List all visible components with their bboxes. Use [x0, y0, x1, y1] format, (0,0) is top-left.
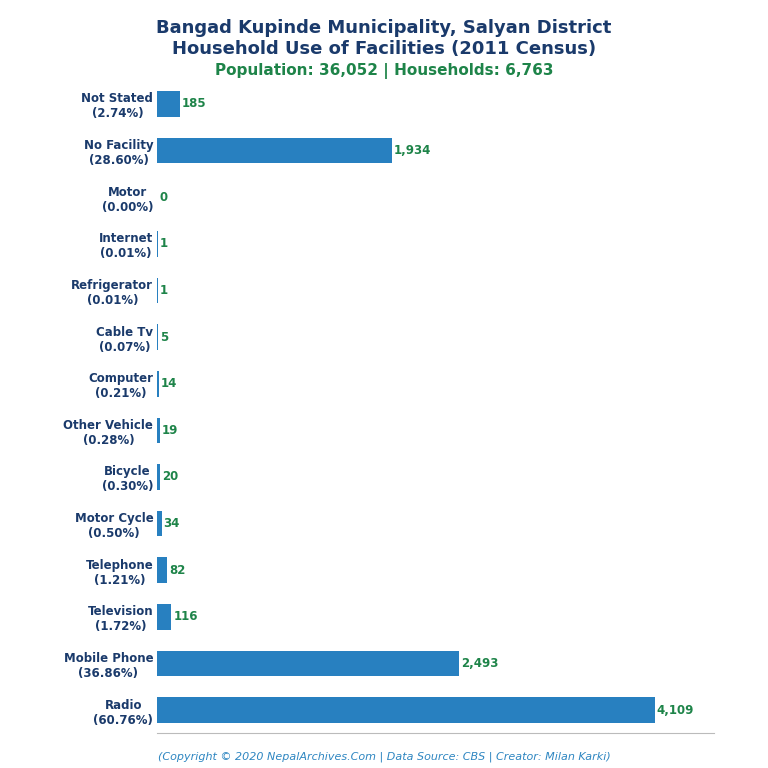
- Text: Bangad Kupinde Municipality, Salyan District: Bangad Kupinde Municipality, Salyan Dist…: [157, 19, 611, 37]
- Text: 14: 14: [161, 377, 177, 390]
- Text: 19: 19: [161, 424, 178, 437]
- Text: (Copyright © 2020 NepalArchives.Com | Data Source: CBS | Creator: Milan Karki): (Copyright © 2020 NepalArchives.Com | Da…: [157, 751, 611, 762]
- Bar: [157, 464, 160, 490]
- Bar: [157, 558, 167, 583]
- Text: 34: 34: [164, 517, 180, 530]
- Bar: [157, 604, 171, 630]
- Bar: [157, 697, 655, 723]
- Text: 2,493: 2,493: [461, 657, 498, 670]
- Text: 0: 0: [159, 190, 167, 204]
- Bar: [157, 371, 159, 396]
- Text: 116: 116: [174, 611, 198, 624]
- Text: 1,934: 1,934: [393, 144, 431, 157]
- Bar: [157, 418, 160, 443]
- Bar: [157, 137, 392, 164]
- Text: 1: 1: [160, 237, 167, 250]
- Text: Population: 36,052 | Households: 6,763: Population: 36,052 | Households: 6,763: [215, 63, 553, 79]
- Text: 4,109: 4,109: [657, 703, 694, 717]
- Text: 185: 185: [182, 98, 207, 111]
- Bar: [157, 91, 180, 117]
- Text: 1: 1: [160, 284, 167, 297]
- Text: Household Use of Facilities (2011 Census): Household Use of Facilities (2011 Census…: [172, 40, 596, 58]
- Bar: [157, 511, 161, 536]
- Text: 5: 5: [160, 330, 168, 343]
- Bar: [157, 650, 459, 677]
- Text: 20: 20: [162, 471, 178, 484]
- Text: 82: 82: [169, 564, 186, 577]
